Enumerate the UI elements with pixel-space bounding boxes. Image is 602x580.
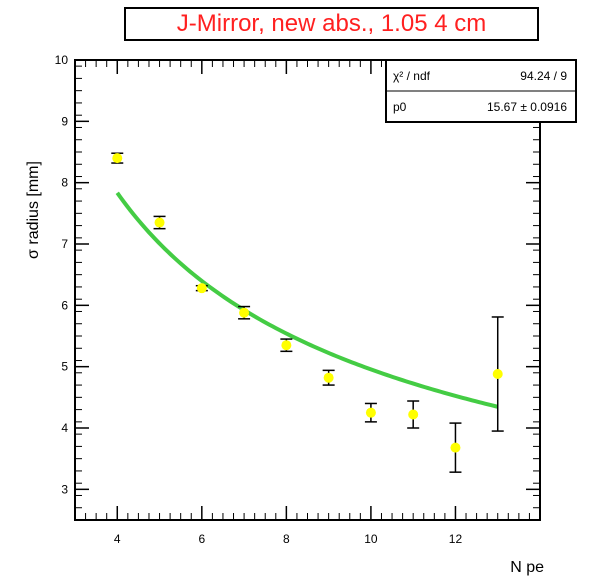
point-marker — [323, 372, 334, 383]
point-marker — [112, 153, 123, 164]
data-point — [238, 305, 251, 320]
data-point — [364, 402, 377, 423]
point-marker — [281, 340, 292, 351]
y-tick-label: 7 — [61, 237, 68, 251]
point-marker — [450, 442, 461, 453]
y-tick-label: 4 — [61, 421, 68, 435]
y-axis-title: σ radius [mm] — [25, 161, 42, 259]
data-point — [407, 400, 420, 429]
stats-row-2-value: 15.67 ± 0.0916 — [487, 100, 567, 114]
axis-tick-labels: 4 6 8 10 12 3 4 5 6 7 8 9 10 — [55, 53, 463, 546]
stats-row-1-value: 94.24 / 9 — [520, 69, 567, 83]
stats-row-1-label: χ² / ndf — [393, 69, 431, 83]
plot-frame — [74, 59, 541, 521]
y-tick-label: 6 — [61, 298, 68, 312]
x-tick-label: 10 — [364, 532, 378, 546]
y-tick-label: 10 — [55, 53, 69, 67]
data-point — [195, 283, 208, 294]
y-tick-label: 3 — [61, 482, 68, 496]
chart-title: J-Mirror, new abs., 1.05 4 cm — [124, 7, 539, 41]
fit-curve — [115, 191, 499, 409]
point-marker — [196, 283, 207, 294]
point-marker — [154, 217, 165, 228]
data-point — [449, 422, 462, 473]
data-points — [111, 152, 504, 473]
y-tick-label: 9 — [61, 114, 68, 128]
x-axis-title: N pe — [510, 559, 544, 576]
stats-row-2-label: p0 — [393, 100, 407, 114]
x-tick-label: 8 — [283, 532, 290, 546]
y-tick-label: 8 — [61, 176, 68, 190]
y-tick-label: 5 — [61, 360, 68, 374]
data-point — [322, 369, 335, 386]
axis-ticks — [75, 59, 540, 520]
point-marker — [365, 407, 376, 418]
point-marker — [492, 369, 503, 380]
point-marker — [408, 409, 419, 420]
data-point — [280, 338, 293, 353]
data-point — [111, 152, 124, 164]
stats-box: χ² / ndf 94.24 / 9 p0 15.67 ± 0.0916 — [385, 59, 577, 123]
x-tick-label: 6 — [198, 532, 205, 546]
data-point — [153, 215, 166, 230]
data-point — [491, 316, 504, 432]
point-marker — [239, 307, 250, 318]
x-tick-label: 12 — [449, 532, 463, 546]
x-tick-label: 4 — [114, 532, 121, 546]
